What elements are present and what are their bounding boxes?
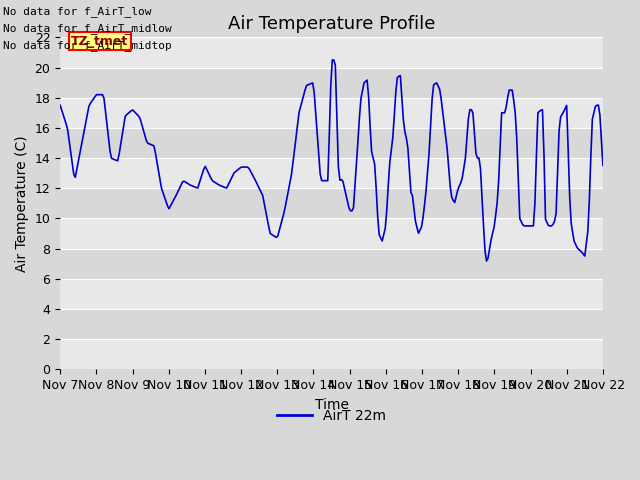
Text: No data for f_AirT_low: No data for f_AirT_low <box>3 6 152 17</box>
Bar <box>60 68 603 97</box>
Bar <box>60 279 603 309</box>
Title: Air Temperature Profile: Air Temperature Profile <box>228 15 435 33</box>
Bar <box>60 339 603 369</box>
X-axis label: Time: Time <box>314 397 349 411</box>
Bar <box>60 97 603 128</box>
Bar <box>60 309 603 339</box>
Y-axis label: Air Temperature (C): Air Temperature (C) <box>15 135 29 272</box>
Bar <box>60 128 603 158</box>
Text: No data for f_AirT_midlow: No data for f_AirT_midlow <box>3 23 172 34</box>
Bar <box>60 158 603 188</box>
Bar <box>60 218 603 249</box>
Text: TZ_tmet: TZ_tmet <box>71 35 128 48</box>
Bar <box>60 188 603 218</box>
Bar <box>60 249 603 279</box>
Legend: AirT 22m: AirT 22m <box>271 404 392 429</box>
Text: No data for f_AirT_midtop: No data for f_AirT_midtop <box>3 40 172 51</box>
Bar <box>60 37 603 68</box>
